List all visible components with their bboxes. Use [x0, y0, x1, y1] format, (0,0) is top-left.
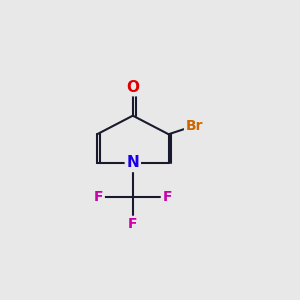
Text: F: F	[94, 190, 103, 204]
Text: F: F	[128, 218, 138, 231]
Text: F: F	[162, 190, 172, 204]
Text: O: O	[126, 80, 139, 94]
Text: Br: Br	[186, 119, 203, 133]
Text: N: N	[127, 155, 139, 170]
